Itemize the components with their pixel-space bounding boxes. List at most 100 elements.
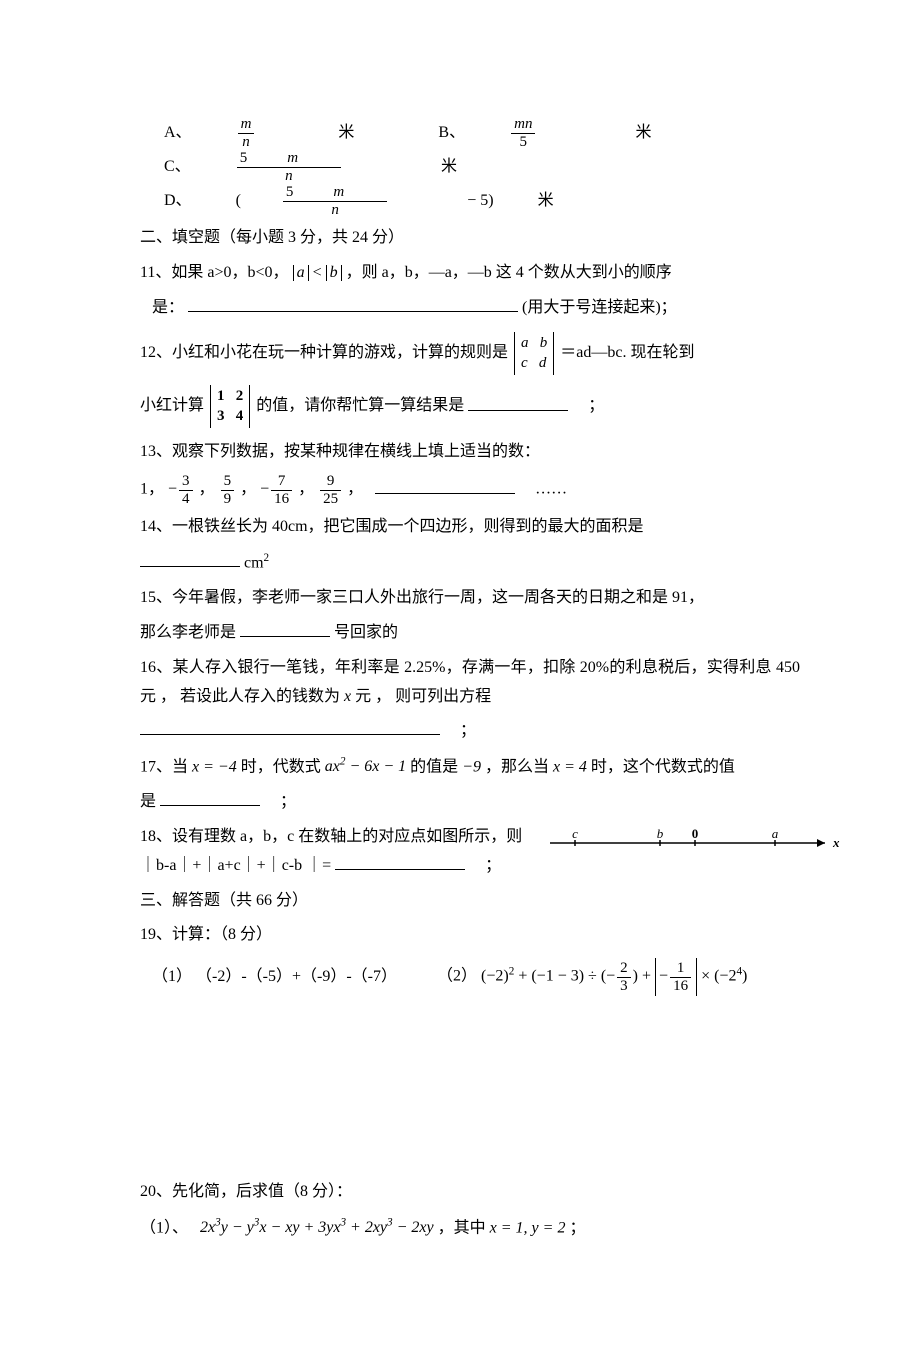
frac-c: 5mn [237,150,381,184]
frac-7-16: 716 [271,473,292,507]
section-3-title: 三、解答题（共 66 分） [140,887,800,916]
blank-q16 [140,718,440,735]
q19-parts: （1） （-2）-（-5）+（-9）-（-7） （2） (−2)2 + (−1 … [152,958,800,996]
q19-p1-expr: （-2）-（-5）+（-9）-（-7） [196,968,397,985]
q17-g: ； [264,793,296,810]
q18-text: 18、设有理数 a，b，c 在数轴上的对应点如图所示，则｜b-a｜+｜a+c｜+… [140,823,530,881]
q15-c: 号回家的 [334,624,398,641]
q13-s4: ， [298,481,314,498]
blank-q11 [188,295,518,312]
nl-c: c [572,826,578,841]
opt-c-unit: 米 [425,153,457,182]
nl-x: x [832,835,840,850]
blank-q18 [335,853,465,870]
q11-line2: 是： (用大于号连接起来)； [152,294,800,323]
det-abcd: a b c d [514,332,554,375]
q16-blank: ； [140,717,800,746]
q17-e3: −9 [462,758,481,775]
q13-s2: ， [199,481,215,498]
q17: 17、当 x = −4 时，代数式 ax2 − 6x − 1 的值是 −9 ，那… [140,752,800,782]
q19-p2d: × (−2 [697,968,736,985]
frac-5-9: 59 [221,473,235,507]
option-a: A、 mn 米 [164,116,394,150]
q17-f: 是 [140,793,156,810]
frac-a: mn [238,116,295,150]
abs-1-16: −116 [655,958,697,996]
q20-p1: （1）、 2x3y − y3x − xy + 3yx3 + 2xy3 − 2xy… [140,1213,800,1243]
q19-p2a: (−2) [481,968,509,985]
q16-b: 元 ， 则可列出方程 [351,688,491,705]
nl-b: b [657,826,664,841]
q19-head: 19、计算：（8 分） [140,921,800,950]
q12-l2c: ； [572,398,604,415]
q11-l2-pre: 是： [152,299,184,316]
q12-mid: ＝ad―bc. 现在轮到 [560,345,694,362]
opt-d-close: − 5) [467,187,493,216]
abs-a: a [293,265,309,281]
q19-p2e: ) [742,968,747,985]
q17-e2: ax2 − 6x − 1 [325,758,406,775]
opt-d-unit: 米 [538,187,554,216]
q20-vals: x = 1, y = 2 [490,1219,566,1236]
blank-q14 [140,550,240,567]
blank-q15 [240,620,330,637]
det-1234: 1 2 3 4 [210,385,250,428]
q18: 18、设有理数 a，b，c 在数轴上的对应点如图所示，则｜b-a｜+｜a+c｜+… [140,823,800,881]
q19-p1-label: （1） [152,968,192,985]
q14-sup: 2 [264,552,270,564]
q12-l2b: 的值，请你帮忙算一算结果是 [256,398,464,415]
q19-p2b: + (−1 − 3) ÷ (− [514,968,615,985]
q17-d: ，那么当 [481,758,553,775]
q13-s5: ， [347,481,371,498]
q15-a: 15、今年暑假，李老师一家三口人外出旅行一周，这一周各天的日期之和是 91， [140,584,800,613]
q16-c: ； [444,722,476,739]
blank-q12 [468,394,568,411]
number-line-figure: c b 0 a x [550,823,840,863]
q11-l2-post: (用大于号连接起来)； [522,299,677,316]
q17-e: 时，这个代数式的值 [587,758,735,775]
q11: 11、如果 a>0，b<0， a < b ，则 a，b，―a，―b 这 4 个数… [140,259,800,288]
frac-9-25: 925 [320,473,341,507]
q20-mid: ，其中 [438,1219,490,1236]
q19-p2: （2） (−2)2 + (−1 − 3) ÷ (−23) + −116 × (−… [437,958,747,996]
q20-tail: ； [569,1219,585,1236]
q13-dots: …… [519,481,567,498]
opt-d-label: D、 [164,187,192,216]
option-b: B、 mn5 米 [438,116,691,150]
frac-1-16: 116 [670,960,691,994]
q16: 16、某人存入银行一笔钱，年利率是 2.25%，存满一年，扣除 20%的利息税后… [140,654,800,712]
opt-c-label: C、 [164,153,191,182]
frac-b: mn5 [511,116,575,150]
q13-head: 13、观察下列数据，按某种规律在横线上填上适当的数： [140,438,800,467]
q20-head: 20、先化简，后求值（8 分）： [140,1178,800,1207]
q19-p2-label: （2） [437,968,477,985]
q18-b: ； [469,857,501,874]
opt-d-open: ( [236,187,241,216]
option-c: C、 5mn 米 [164,150,497,184]
q17-c: 的值是 [406,758,462,775]
q18-a: 18、设有理数 a，b，c 在数轴上的对应点如图所示，则｜b-a｜+｜a+c｜+… [140,828,522,874]
opt-a-label: A、 [164,119,192,148]
q17-e1: x = −4 [192,758,237,775]
frac-3-4: 34 [179,473,193,507]
number-line-svg: c b 0 a x [550,823,840,863]
q17-e4: x = 4 [553,758,587,775]
q14-a: 14、一根铁丝长为 40cm，把它围成一个四边形，则得到的最大的面积是 [140,513,800,542]
q11-text-a: 11、如果 a>0，b<0， [140,264,289,281]
workspace-gap [140,1002,800,1172]
q13-s3: ， [240,481,256,498]
opt-a-unit: 米 [338,119,354,148]
q20-expr: 2x3y − y3x − xy + 3yx3 + 2xy3 − 2xy [200,1219,434,1236]
opt-b-unit: 米 [619,119,651,148]
q11-lt: < [313,264,326,281]
q13-seq: 1， −34 ， 59 ， −716 ， 925 ， …… [140,473,800,507]
q10-options: A、 mn 米 B、 mn5 米 C、 5mn 米 D、 (5mn − 5) 米 [164,116,800,218]
q13-s1: 1， [140,481,164,498]
q19-p1: （1） （-2）-（-5）+（-9）-（-7） [152,963,397,992]
frac-2-3: 23 [617,960,631,994]
option-d: D、 (5mn − 5) 米 [164,184,594,218]
q14-unit: cm [244,554,264,571]
nl-a: a [772,826,779,841]
q15-b-txt: 那么李老师是 [140,624,236,641]
frac-d: 5mn [283,184,427,218]
